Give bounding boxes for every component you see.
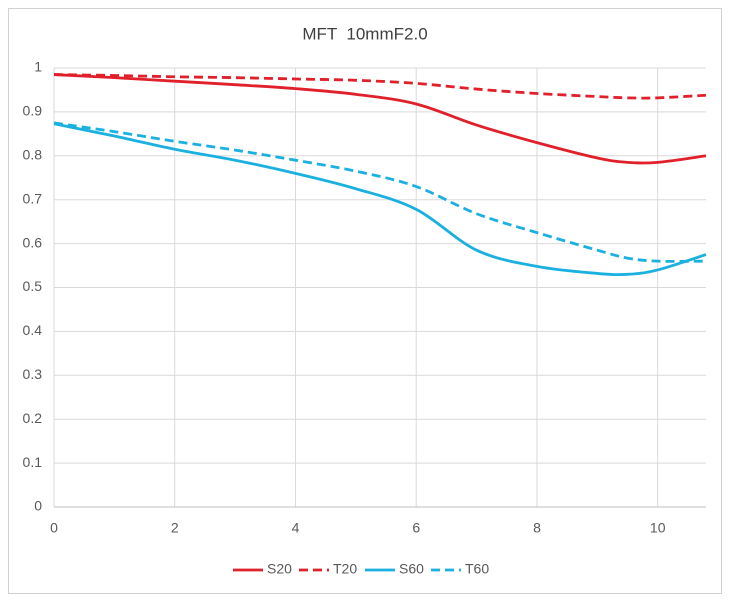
legend-label: T20 <box>333 561 357 577</box>
y-tick-label: 0 <box>34 498 42 514</box>
legend-label: S20 <box>267 561 292 577</box>
legend-label: S60 <box>399 561 424 577</box>
y-tick-label: 0.6 <box>23 234 43 250</box>
x-tick-label: 8 <box>533 520 541 536</box>
chart-title: MFT 10mmF2.0 <box>302 24 427 43</box>
legend-label: T60 <box>465 561 489 577</box>
y-tick-label: 0.1 <box>23 454 43 470</box>
series-line <box>53 121 707 263</box>
series-line <box>53 73 707 165</box>
y-tick-label: 0.7 <box>23 190 43 206</box>
y-tick-label: 0.5 <box>23 278 43 294</box>
x-tick-label: 10 <box>650 520 666 536</box>
y-tick-label: 1 <box>34 59 42 75</box>
y-tick-label: 0.2 <box>23 410 43 426</box>
y-tick-label: 0.3 <box>23 366 43 382</box>
series-line <box>53 122 707 277</box>
x-tick-label: 0 <box>50 520 58 536</box>
x-tick-label: 2 <box>171 520 179 536</box>
y-tick-label: 0.4 <box>23 322 43 338</box>
x-tick-label: 6 <box>412 520 420 536</box>
series-line <box>53 73 707 100</box>
y-tick-label: 0.8 <box>23 147 43 163</box>
chart-border <box>8 8 722 594</box>
x-tick-label: 4 <box>292 520 300 536</box>
y-tick-label: 0.9 <box>23 103 43 119</box>
